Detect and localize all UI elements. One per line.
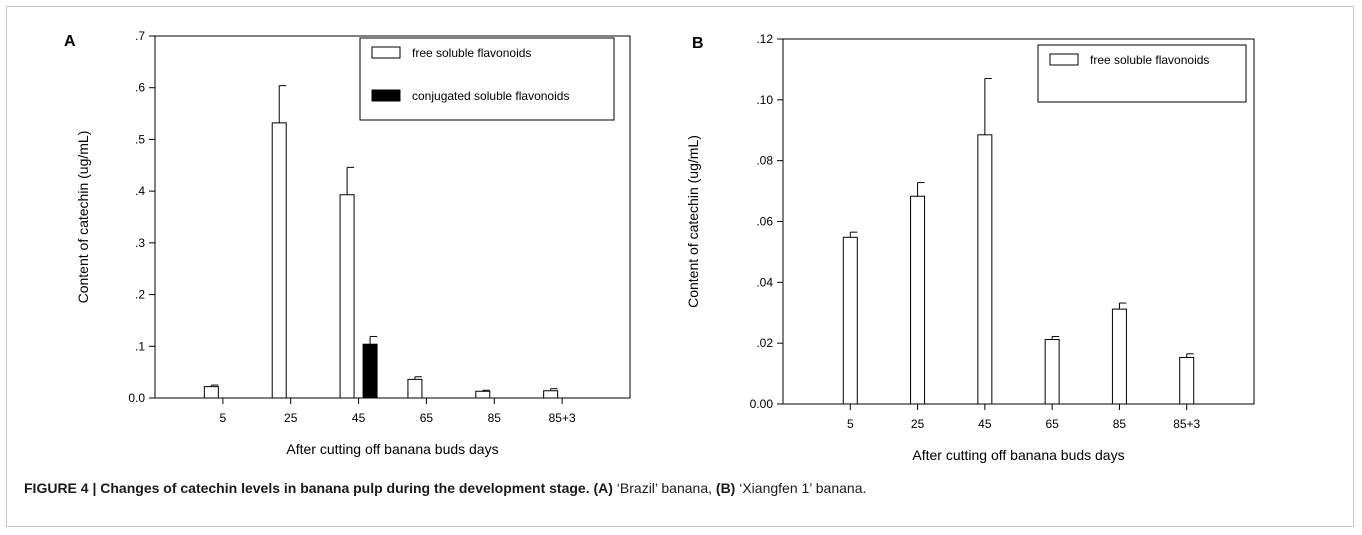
panel-label: B	[692, 35, 704, 52]
y-tick-label: .2	[135, 288, 145, 302]
y-tick-label: .1	[135, 339, 145, 353]
bar	[1044, 339, 1060, 405]
bar	[475, 390, 491, 399]
legend-label: conjugated soluble flavonoids	[412, 89, 569, 103]
x-tick-label: 25	[284, 411, 298, 425]
legend-swatch	[1049, 53, 1079, 66]
y-tick-label: .3	[135, 236, 145, 250]
y-tick-label: .08	[756, 154, 773, 168]
y-tick-label: 0.00	[750, 397, 774, 411]
y-tick-label: 0.0	[128, 391, 145, 405]
legend-swatch	[371, 46, 401, 59]
x-axis-label: After cutting off banana buds days	[912, 447, 1124, 463]
caption-text-a: ‘Brazil’ banana,	[616, 480, 713, 496]
panel-label: A	[64, 33, 76, 50]
x-tick-label: 5	[847, 417, 854, 431]
y-tick-label: .7	[135, 29, 145, 43]
x-tick-label: 5	[220, 411, 227, 425]
caption-text-b: ‘Xiangfen 1’ banana.	[739, 480, 867, 496]
x-tick-label: 85+3	[549, 411, 576, 425]
bar	[910, 195, 926, 405]
y-tick-label: .04	[756, 275, 773, 289]
y-tick-label: .06	[756, 215, 773, 229]
x-tick-label: 65	[1045, 417, 1059, 431]
plot-frame	[154, 35, 631, 399]
legend-label: free soluble flavonoids	[1090, 53, 1209, 67]
y-tick-label: .10	[756, 93, 773, 107]
bar	[977, 134, 993, 405]
legend-box	[359, 37, 615, 121]
x-tick-label: 85+3	[1173, 417, 1200, 431]
x-tick-label: 85	[488, 411, 502, 425]
y-axis-label: Content of catechin (ug/mL)	[685, 135, 701, 308]
bar	[842, 236, 858, 405]
caption-title: FIGURE 4 | Changes of catechin levels in…	[24, 480, 590, 496]
x-tick-label: 65	[420, 411, 434, 425]
x-axis-label: After cutting off banana buds days	[286, 441, 498, 457]
bar	[203, 386, 219, 399]
y-tick-label: .6	[135, 81, 145, 95]
chart-panel-a: A 0.0 .1 .2 .3 .4 .5 .6 .7 5 25 45 65 85 85+3 After cut…	[64, 29, 631, 457]
x-tick-label: 85	[1113, 417, 1127, 431]
y-tick-label: .12	[756, 32, 773, 46]
bar	[271, 122, 287, 399]
figure-frame	[6, 6, 1354, 527]
bar	[362, 343, 378, 399]
caption-label-b: (B)	[715, 480, 736, 496]
figure-caption: FIGURE 4 | Changes of catechin levels in…	[24, 480, 1334, 496]
bar	[339, 194, 355, 399]
y-tick-label: .4	[135, 184, 145, 198]
y-tick-label: .02	[756, 336, 773, 350]
legend-swatch	[371, 89, 401, 102]
bar	[543, 390, 559, 399]
caption-label-a: (A)	[593, 480, 613, 496]
x-tick-label: 25	[911, 417, 925, 431]
chart-panel-b: B 0.00 .02 .04 .06 .08 .10 .12 5 25 45 65 85 85+3 Afte…	[685, 32, 1255, 463]
x-tick-label: 45	[352, 411, 366, 425]
bar	[1111, 308, 1127, 405]
y-tick-label: .5	[135, 132, 145, 146]
bar	[1179, 356, 1195, 405]
bar	[407, 378, 423, 399]
x-tick-label: 45	[978, 417, 992, 431]
legend-label: free soluble flavonoids	[412, 46, 531, 60]
y-axis-label: Content of catechin (ug/mL)	[75, 131, 91, 304]
